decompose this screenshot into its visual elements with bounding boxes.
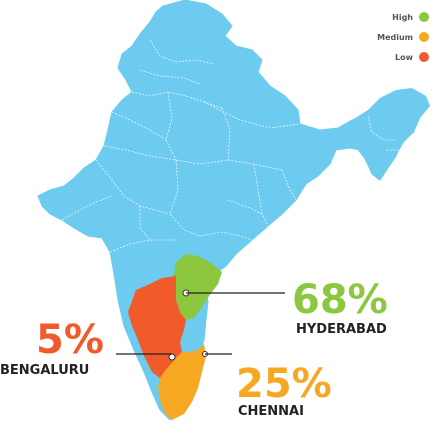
legend-dot-low (419, 52, 429, 62)
legend-dot-medium (419, 32, 429, 42)
hyderabad-label: HYDERABAD (296, 322, 387, 337)
karnataka-state (128, 276, 186, 378)
legend-item-low: Low (309, 49, 429, 65)
legend-label-high: High (392, 12, 413, 22)
legend-item-medium: Medium (309, 29, 429, 45)
bengaluru-marker (168, 353, 176, 361)
legend-item-high: High (309, 9, 429, 25)
bengaluru-percent: 5% (36, 317, 104, 363)
telangana-state (172, 254, 222, 320)
state-borders (61, 39, 407, 253)
legend-label-medium: Medium (377, 32, 413, 42)
tamilnadu-state (158, 344, 206, 420)
chennai-label: CHENNAI (238, 404, 304, 419)
chennai-percent: 25% (236, 361, 332, 407)
northeast-region (350, 88, 430, 180)
legend-dot-high (419, 12, 429, 22)
legend: High Medium Low (309, 9, 429, 69)
hyderabad-percent: 68% (292, 277, 388, 323)
legend-label-low: Low (395, 52, 413, 62)
leader-lines (116, 292, 285, 355)
bengaluru-label: BENGALURU (0, 363, 90, 378)
